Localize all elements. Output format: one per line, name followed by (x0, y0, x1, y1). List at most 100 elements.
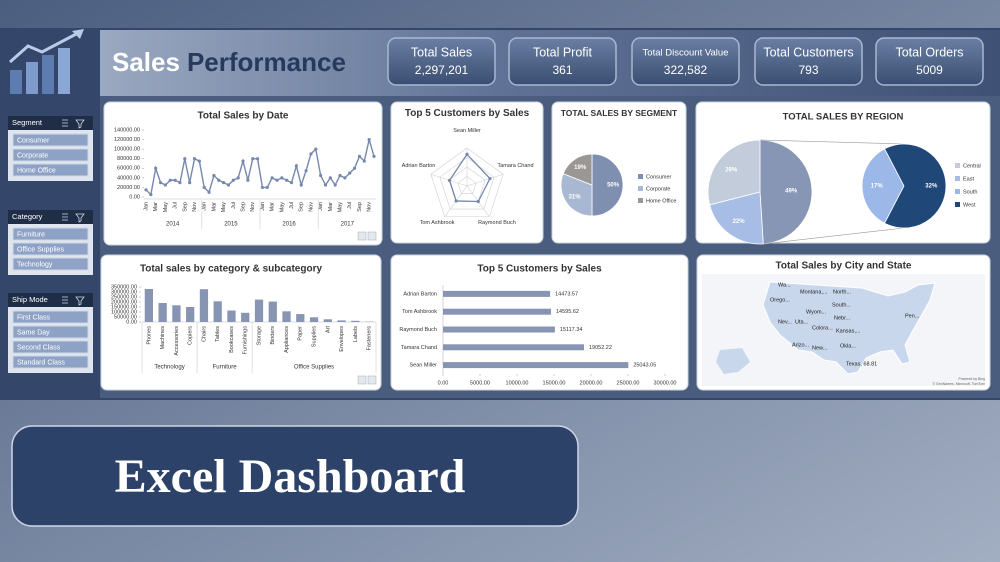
slicer-item-label[interactable]: Furniture (17, 231, 45, 238)
radar-label-box: Adrian Barton (401, 163, 436, 170)
slicer-item-label[interactable]: Standard Class (17, 359, 65, 366)
slicer-item-label[interactable]: Home Office (17, 167, 56, 174)
y-tick-label: Tom Ashbrook (402, 309, 437, 315)
point (372, 154, 376, 158)
group-label: 2014 (166, 222, 180, 228)
zoom-button[interactable] (367, 231, 377, 241)
radar-grid (430, 147, 504, 218)
bar (186, 307, 195, 322)
x-tick-label: Labels (353, 326, 359, 342)
x-tick-label: 0.00 (438, 380, 449, 386)
kpi-label: Total Profit (533, 45, 593, 59)
slicer-item[interactable] (12, 257, 89, 271)
data-label: 22% (733, 219, 746, 225)
point (328, 176, 332, 180)
legend-swatch (955, 176, 960, 181)
card (100, 254, 382, 391)
point (241, 159, 245, 163)
kpi-tile (875, 37, 984, 86)
chart-title: Total Sales by Date (198, 111, 289, 122)
bar (337, 320, 346, 322)
slicer-icon (62, 213, 85, 223)
map-label: Uta... (795, 319, 809, 325)
kpi-label: Total Sales (411, 45, 472, 59)
slicer-item[interactable] (12, 325, 89, 339)
slicer-item[interactable] (12, 355, 89, 369)
x-tick-label: Sep (240, 202, 246, 212)
x-tick-label: May (221, 202, 227, 213)
slicer-item[interactable] (12, 227, 89, 241)
kpi-tile (754, 37, 863, 86)
x-tick-label: 5000.00 (470, 380, 490, 386)
zoom-button[interactable] (357, 231, 367, 241)
group-label: 2016 (282, 222, 296, 228)
radar-label: Tamara Chand (497, 163, 534, 170)
point (285, 178, 289, 182)
slicer-icon (62, 296, 85, 306)
x-tick-label: Tables (215, 326, 221, 342)
map-alaska (716, 348, 750, 374)
x-tick-label: May (279, 202, 285, 213)
map-label: North... (833, 289, 852, 295)
chart-title-box: TOTAL SALES BY SEGMENT (560, 109, 678, 118)
slicer-item[interactable] (12, 163, 89, 177)
y-tick-label: 80000.00 (117, 156, 140, 162)
radar-label: Adrian Barton (401, 163, 436, 170)
legend-label: West (963, 202, 976, 208)
bar (268, 301, 277, 322)
y-tick-label: 120000.00 (114, 137, 140, 143)
slicer-item[interactable] (12, 242, 89, 256)
x-tick-label: Sep (357, 202, 363, 212)
slicer-item-label[interactable]: Consumer (17, 137, 50, 144)
slicer-item-label[interactable]: Technology (17, 261, 53, 268)
radar-label: Sean Miller (453, 128, 481, 134)
logo (9, 29, 84, 94)
map-label: Montana,... (800, 289, 828, 295)
data-label: 25043.05 (633, 363, 656, 369)
pie-slice (562, 153, 593, 186)
slicer-item-label[interactable]: Office Supplies (17, 246, 64, 253)
slicer-item[interactable] (12, 133, 89, 147)
x-tick-label: Furnishings (243, 326, 249, 355)
x-tick-label: Phones (146, 326, 152, 345)
map-label: South... (832, 302, 851, 308)
radar-spoke (466, 173, 504, 187)
zoom-button[interactable] (367, 375, 377, 385)
map-attribution: © GeoNames, Microsoft, TomTom (933, 382, 986, 386)
point (236, 176, 240, 180)
slicer-item[interactable] (12, 148, 89, 162)
x-tick-label: Nov (250, 202, 256, 212)
zoom-button[interactable] (357, 375, 367, 385)
map-label: Wyom... (806, 309, 827, 315)
y-tick-label: Adrian Barton (403, 291, 437, 297)
slicer-item-label[interactable]: First Class (17, 314, 51, 321)
radar-label-box: Sean Miller (453, 128, 481, 134)
x-tick-label: Supplies (312, 326, 318, 347)
slicer-item-label[interactable]: Same Day (17, 329, 50, 336)
slicer-item[interactable] (12, 340, 89, 354)
pie-slice (861, 148, 905, 224)
chart-title: TOTAL SALES BY SEGMENT (560, 109, 678, 118)
bar (241, 312, 250, 322)
slicer-item-label[interactable]: Second Class (17, 344, 61, 351)
x-tick-label: Copiers (188, 326, 194, 345)
legend-swatch (638, 198, 643, 203)
card (390, 254, 689, 391)
slicer-item[interactable] (12, 310, 89, 324)
title-end: Performance (187, 47, 346, 77)
x-tick-label: Appliances (284, 326, 290, 353)
group-label: Furniture (213, 365, 238, 371)
y-tick-label: 0.00 (126, 319, 137, 325)
pie-slice (884, 143, 947, 229)
y-tick-label: 300000.00 (111, 289, 137, 295)
kpi-value: 361 (552, 63, 572, 77)
x-tick-label: May (163, 202, 169, 213)
slicer-item-label[interactable]: Corporate (17, 152, 48, 159)
kpi-value: 322,582 (664, 63, 708, 77)
x-tick-label: Jul (173, 202, 179, 209)
map-attribution: Powered by Bing (959, 377, 986, 381)
pie-slice (759, 139, 813, 245)
sales-line (145, 139, 375, 197)
data-label: 14595.62 (556, 309, 579, 315)
